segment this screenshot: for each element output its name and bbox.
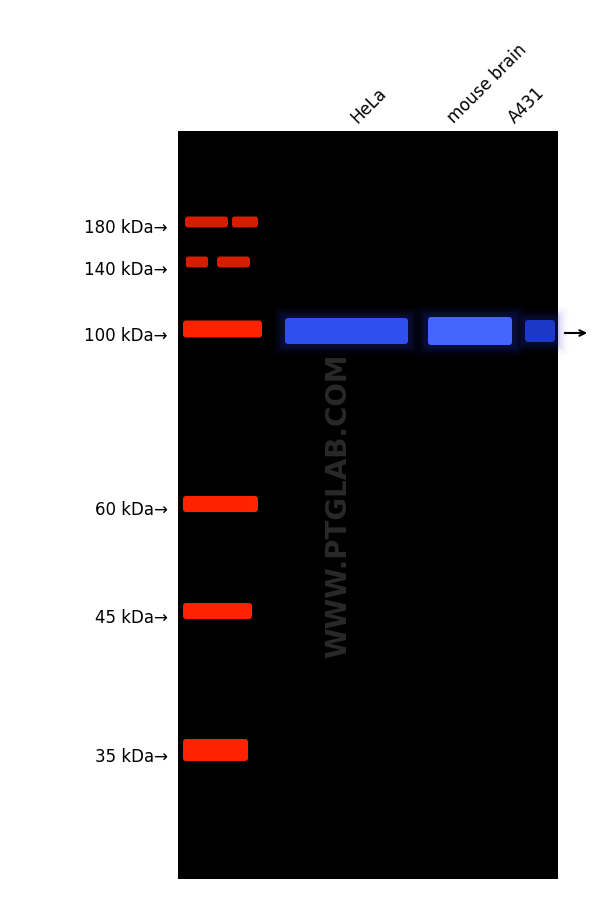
FancyBboxPatch shape — [183, 496, 258, 512]
Text: WWW.PTGLAB.COM: WWW.PTGLAB.COM — [324, 354, 352, 658]
Text: mouse brain: mouse brain — [444, 41, 530, 127]
FancyBboxPatch shape — [186, 257, 208, 268]
Text: 45 kDa→: 45 kDa→ — [95, 608, 168, 626]
Text: 100 kDa→: 100 kDa→ — [85, 327, 168, 345]
Text: 35 kDa→: 35 kDa→ — [95, 747, 168, 765]
FancyBboxPatch shape — [423, 313, 517, 351]
FancyBboxPatch shape — [419, 308, 521, 354]
FancyBboxPatch shape — [183, 603, 252, 620]
FancyBboxPatch shape — [521, 318, 559, 346]
FancyBboxPatch shape — [278, 312, 415, 352]
FancyBboxPatch shape — [232, 217, 258, 228]
FancyBboxPatch shape — [280, 314, 413, 350]
FancyBboxPatch shape — [428, 318, 512, 345]
FancyBboxPatch shape — [525, 320, 555, 343]
FancyBboxPatch shape — [518, 314, 562, 349]
FancyBboxPatch shape — [421, 311, 519, 353]
FancyBboxPatch shape — [217, 257, 250, 268]
FancyBboxPatch shape — [520, 316, 560, 347]
Text: 60 kDa→: 60 kDa→ — [95, 501, 168, 519]
FancyBboxPatch shape — [281, 315, 412, 348]
FancyBboxPatch shape — [183, 739, 248, 761]
Text: A431: A431 — [505, 84, 548, 127]
Text: 140 kDa→: 140 kDa→ — [85, 261, 168, 279]
Text: HeLa: HeLa — [347, 85, 390, 127]
FancyBboxPatch shape — [285, 318, 408, 345]
FancyBboxPatch shape — [183, 321, 262, 338]
Bar — [178, 132, 558, 879]
FancyBboxPatch shape — [425, 314, 515, 349]
FancyBboxPatch shape — [185, 217, 228, 228]
Text: 180 kDa→: 180 kDa→ — [85, 219, 168, 236]
